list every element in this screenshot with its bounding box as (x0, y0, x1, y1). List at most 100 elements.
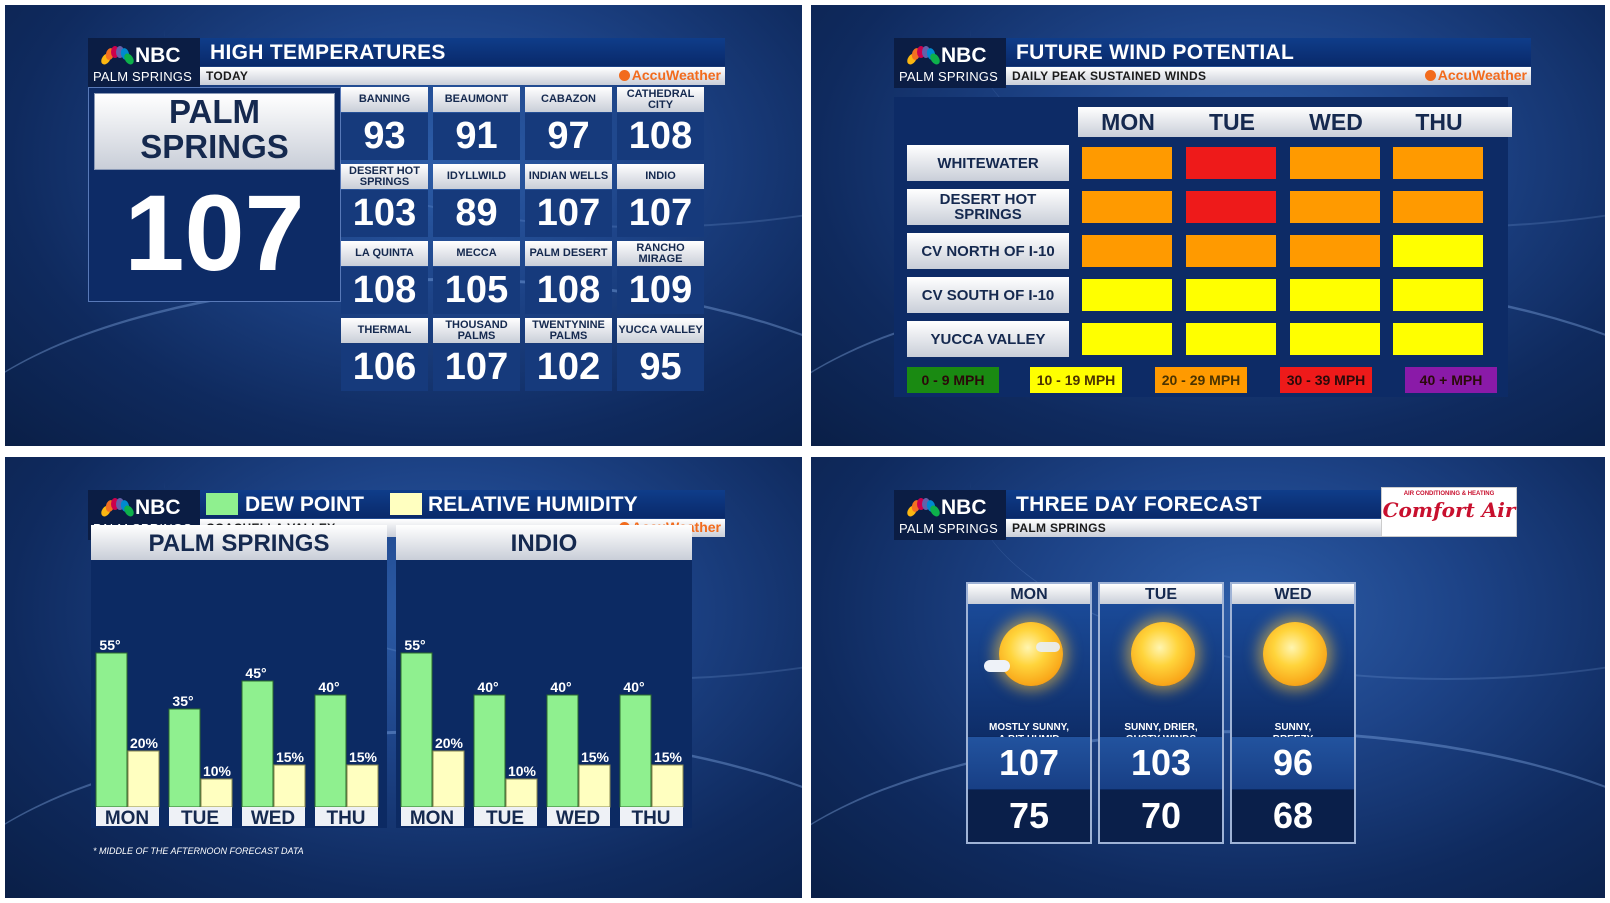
city-temp-cell: BEAUMONT 91 (433, 87, 520, 160)
city-temp-cell: THERMAL 106 (341, 318, 428, 391)
chart-title: INDIO (396, 525, 692, 560)
wind-level-cell (1290, 279, 1380, 311)
panel-subtitle: DAILY PEAK SUSTAINED WINDS (1012, 69, 1207, 83)
panel-title: THREE DAY FORECAST (1016, 493, 1262, 516)
wind-level-cell (1082, 191, 1172, 223)
humidity-legend-swatch (390, 493, 422, 515)
humidity-bar (273, 764, 306, 808)
chart-title: PALM SPRINGS (91, 525, 387, 560)
category-label-box (474, 807, 537, 826)
wind-level-cell (1082, 235, 1172, 267)
network-name: NBC (941, 44, 987, 67)
wind-day-label: WED (1309, 109, 1363, 135)
dew-point-label: 40° (318, 679, 339, 695)
wind-location-label: YUCCA VALLEY (907, 321, 1069, 357)
panel-title: FUTURE WIND POTENTIAL (1016, 41, 1295, 64)
city-name: BANNING (341, 87, 428, 112)
category-label-box (547, 807, 610, 826)
city-temp-value: 103 (341, 190, 428, 237)
forecast-low-temp: 70 (1100, 790, 1222, 842)
chart-indio: INDIO 55° 20% MON 40° 10% TUE 40° 15% WED 40° 15% T… (396, 525, 692, 828)
city-temp-value: 107 (617, 190, 704, 237)
city-temp-cell: CATHEDRAL CITY 108 (617, 87, 704, 160)
wind-level-cell (1290, 191, 1380, 223)
category-label-box (96, 807, 159, 826)
chart-palm-springs: PALM SPRINGS 55° 20% MON 35° 10% TUE 45° 15% WED… (91, 525, 387, 828)
city-name: THERMAL (341, 318, 428, 343)
category-label: WED (556, 808, 600, 828)
wind-level-cell (1290, 147, 1380, 179)
city-name: LA QUINTA (341, 241, 428, 266)
station-city: PALM SPRINGS (93, 69, 192, 84)
city-temp-cell: RANCHO MIRAGE 109 (617, 241, 704, 314)
city-name: IDYLLWILD (433, 164, 520, 189)
wind-level-cell (1082, 279, 1172, 311)
city-temp-value: 108 (341, 267, 428, 314)
forecast-low-temp: 75 (968, 790, 1090, 842)
wind-legend-item: 40 + MPH (1405, 367, 1497, 393)
category-label-box (242, 807, 305, 826)
humidity-label: 10% (508, 763, 537, 779)
chart-svg: 55° 20% MON 40° 10% TUE 40° 15% WED 40° 15% THU (400, 637, 684, 828)
forecast-day-label: WED (1232, 584, 1354, 604)
city-temp-value: 105 (433, 267, 520, 314)
city-temp-value: 91 (433, 113, 520, 160)
wind-level-cell (1393, 235, 1483, 267)
wind-level-cell (1393, 323, 1483, 355)
dew-point-label: 55° (99, 637, 120, 653)
dew-point-bar (619, 694, 652, 808)
dew-point-bar (95, 652, 128, 808)
wind-level-cell (1393, 191, 1483, 223)
network-name: NBC (941, 496, 987, 519)
city-temp-cell: THOUSAND PALMS 107 (433, 318, 520, 391)
peacock-icon (907, 498, 940, 517)
city-name: CATHEDRAL CITY (617, 87, 704, 112)
dew-point-label: 35° (172, 693, 193, 709)
dew-point-bar (546, 694, 579, 808)
sunny-icon (1263, 622, 1327, 686)
category-label: MON (105, 808, 149, 828)
city-temp-cell: INDIO 107 (617, 164, 704, 237)
dew-point-bar (400, 652, 433, 808)
city-name: INDIO (617, 164, 704, 189)
city-temp-cell: DESERT HOT SPRINGS 103 (341, 164, 428, 237)
city-temp-value: 107 (525, 190, 612, 237)
dew-point-panel: NBC PALM SPRINGS DEW POINT RELATIVE HUMI… (5, 457, 802, 898)
network-name: NBC (135, 496, 181, 519)
wind-level-cell (1393, 279, 1483, 311)
category-label: WED (251, 808, 295, 828)
three-day-forecast-panel: NBC PALM SPRINGS THREE DAY FORECAST PALM… (811, 457, 1605, 898)
city-name: DESERT HOT SPRINGS (341, 164, 428, 189)
panel-subtitle: TODAY (206, 69, 249, 83)
dew-point-label: 40° (550, 679, 571, 695)
city-name: TWENTYNINE PALMS (525, 318, 612, 343)
wind-level-cell (1186, 235, 1276, 267)
wind-level-cell (1186, 191, 1276, 223)
sponsor-logo: AIR CONDITIONING & HEATING Comfort Air (1381, 487, 1517, 537)
forecast-low-temp: 68 (1232, 790, 1354, 842)
humidity-legend-label: RELATIVE HUMIDITY (428, 493, 638, 516)
wind-day-label: THU (1415, 109, 1463, 135)
wind-legend-item: 0 - 9 MPH (907, 367, 999, 393)
accuweather-sun-icon (1424, 70, 1436, 81)
humidity-bar (127, 750, 160, 808)
forecast-sky: SUNNY,BREEZY (1232, 604, 1354, 745)
chart-svg: 55° 20% MON 35° 10% TUE 45° 15% WED 40° 15% THU (95, 637, 379, 828)
dew-point-bar (473, 694, 506, 808)
humidity-label: 15% (581, 749, 610, 765)
city-temp-value: 93 (341, 113, 428, 160)
city-name: BEAUMONT (433, 87, 520, 112)
panel-subtitle: PALM SPRINGS (1012, 521, 1107, 535)
cloud-icon (1036, 642, 1060, 652)
category-label: THU (326, 808, 365, 828)
peacock-icon (101, 498, 134, 517)
wind-level-cell (1186, 323, 1276, 355)
wind-day-label: MON (1101, 109, 1155, 135)
city-temp-cell: IDYLLWILD 89 (433, 164, 520, 237)
wind-location-label: CV NORTH OF I-10 (907, 233, 1069, 269)
humidity-bar (346, 764, 379, 808)
wind-level-cell (1393, 147, 1483, 179)
station-logo: NBC PALM SPRINGS (894, 38, 1006, 88)
forecast-high-temp: 96 (1232, 737, 1354, 789)
